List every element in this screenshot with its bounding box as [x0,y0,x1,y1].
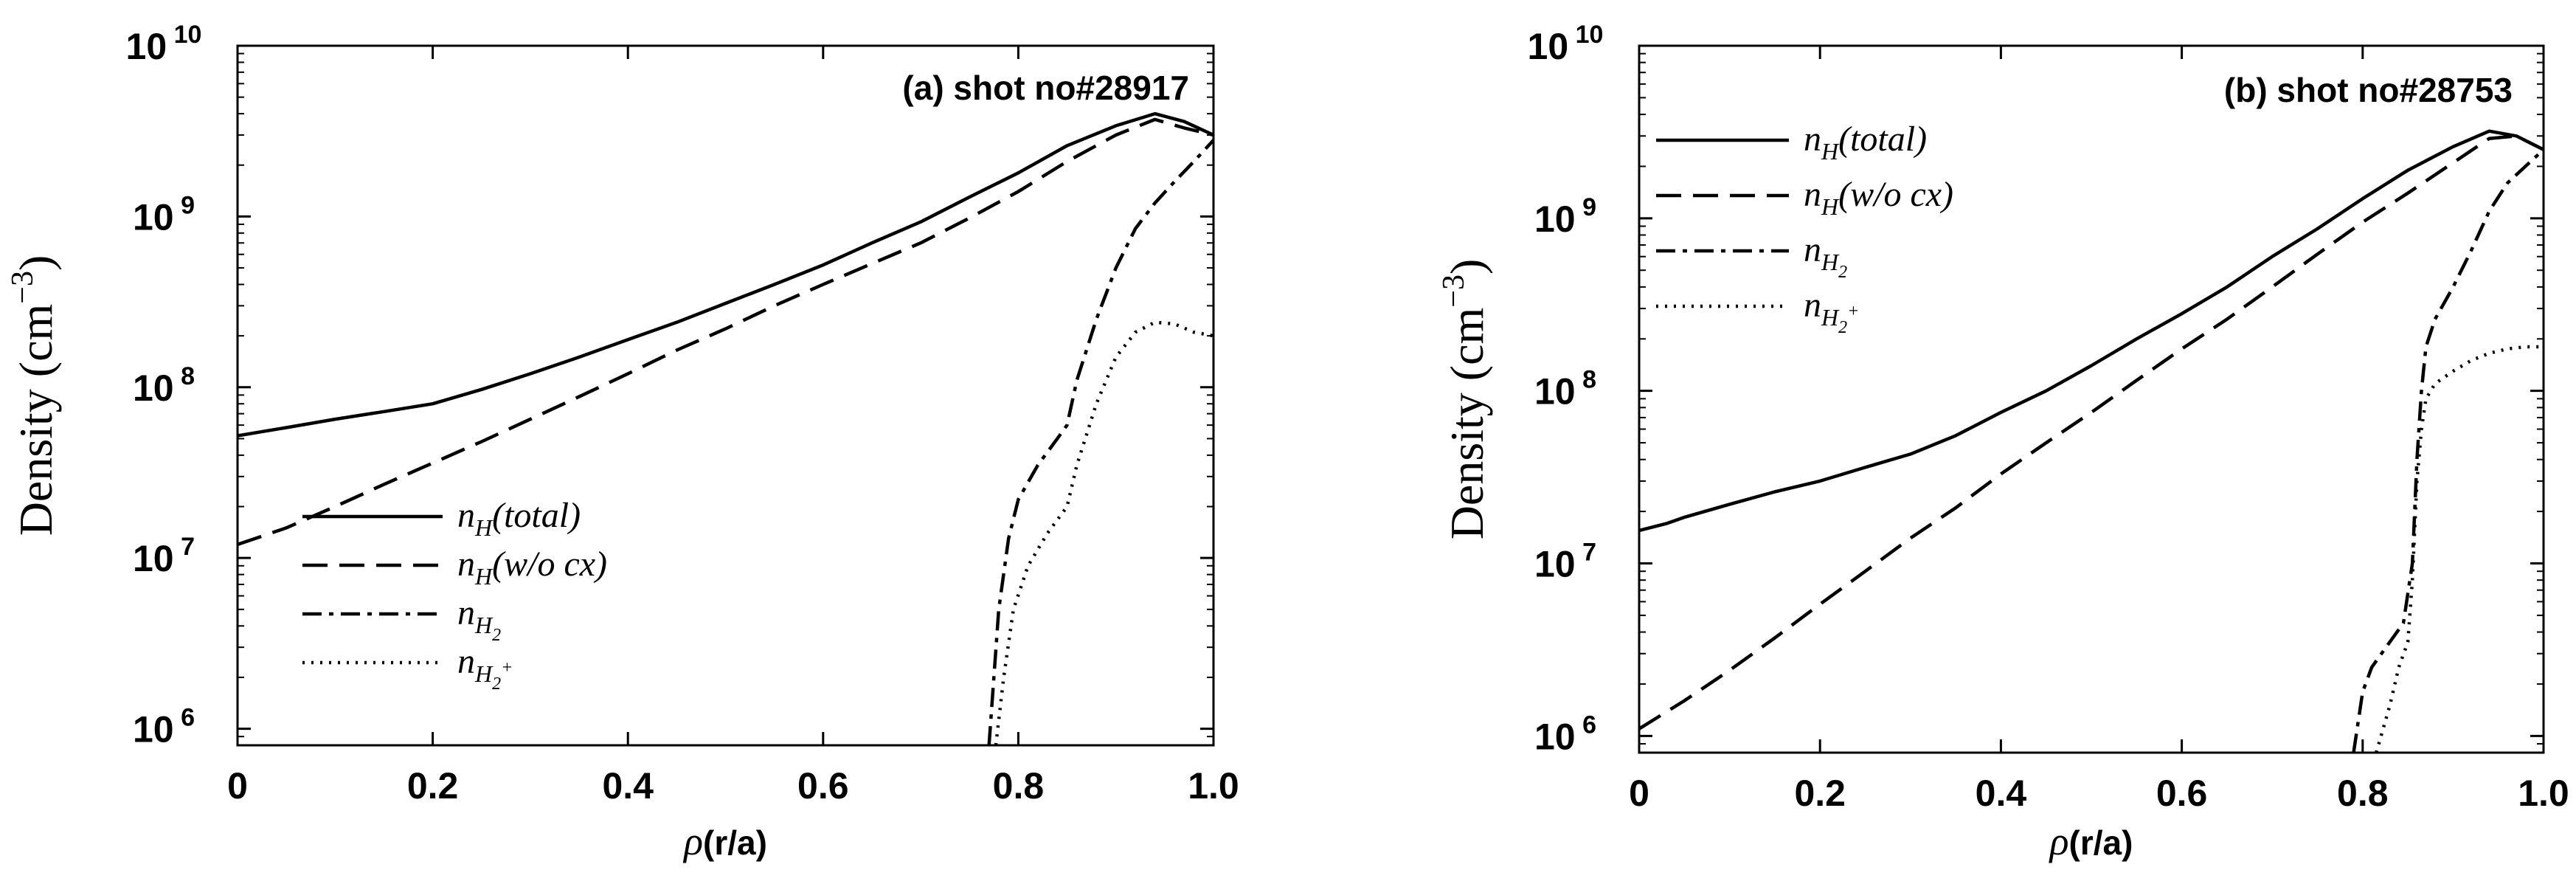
panel-title: (b) shot no#28753 [2224,71,2513,109]
x-tick-label: 0.6 [797,765,849,807]
x-tick-label: 1.0 [1188,765,1239,807]
x-axis-label: ρ(r/a) [682,819,767,863]
plot-frame [1638,44,2545,754]
x-tick-label: 1.0 [2518,773,2569,814]
legend-entry: nH2 [1804,230,1847,282]
y-tick-label: 10 7 [1534,539,1596,585]
legend-entry: nH2 [457,593,501,645]
x-tick-label: 0.6 [2156,773,2208,814]
x-tick-label: 0.8 [993,765,1045,807]
panel-a: 0 0.2 0.4 0.6 0.8 1.0 10 6 10 7 10 8 10 9 10 10 (a)… [6,21,1239,863]
series-line-solid [1639,129,2544,533]
y-tick-label: 10 6 [1534,711,1596,757]
y-tick-label: 10 10 [1528,21,1604,67]
x-tick-label: 0.8 [2337,773,2389,814]
x-tick-label: 0.4 [1976,773,2027,814]
y-tick-label: 10 6 [133,704,195,750]
y-axis-label: Density (cm−3) [6,255,62,536]
y-tick-label: 10 9 [1534,193,1596,240]
y-tick-label: 10 7 [133,533,195,579]
panel-title: (a) shot no#28917 [902,69,1189,107]
series-line-dotted [994,320,1213,745]
y-axis-label: Density (cm−3) [1437,259,1493,540]
series-line-dashdot [2352,148,2544,753]
legend-entry: nH(w/o cx) [1804,175,1953,220]
legend-entry: nH(w/o cx) [457,545,607,590]
x-tick-label: 0.2 [407,765,459,807]
y-tick-label: 10 9 [133,191,195,238]
series-line-dashdot [987,139,1213,745]
x-axis-label: ρ(r/a) [2049,819,2133,863]
series-line-solid [238,111,1213,438]
legend-entry: nH2+ [457,642,513,694]
legend-entry: nH(total) [1804,120,1927,165]
y-tick-label: 10 8 [133,362,195,409]
x-tick-label: 0 [1629,773,1649,814]
series-group [238,111,1213,745]
y-tick-label: 10 10 [126,21,202,67]
legend-entry: nH2+ [1804,286,1859,337]
legend-entry: nH(total) [457,496,581,541]
series-line-dashed [1639,134,2544,731]
x-tick-label: 0 [227,765,248,807]
x-tick-label: 0.2 [1794,773,1846,814]
plot-frame [236,44,1215,747]
series-line-dashed [238,117,1213,547]
x-tick-label: 0.4 [602,765,654,807]
panel-b: 0 0.2 0.4 0.6 0.8 1.0 10 6 10 7 10 8 10 9 10 10 (b)… [1437,21,2569,863]
y-tick-label: 10 8 [1534,366,1596,412]
series-group [1639,129,2544,753]
series-line-dotted [2375,345,2544,753]
